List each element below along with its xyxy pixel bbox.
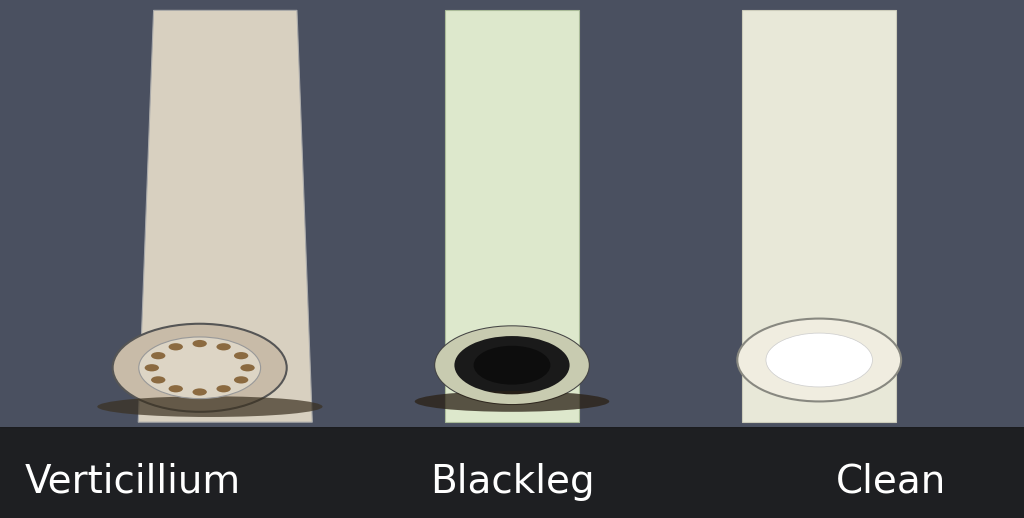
Text: Verticillium: Verticillium (25, 463, 242, 501)
Circle shape (216, 343, 230, 351)
Ellipse shape (415, 391, 609, 412)
Circle shape (193, 340, 207, 347)
Text: Blackleg: Blackleg (430, 463, 594, 501)
Circle shape (139, 337, 260, 399)
Circle shape (144, 364, 159, 371)
Circle shape (169, 343, 183, 351)
Circle shape (113, 324, 287, 412)
Circle shape (766, 333, 872, 387)
Circle shape (473, 346, 551, 384)
Circle shape (233, 376, 248, 383)
Circle shape (435, 326, 589, 404)
Polygon shape (742, 10, 896, 422)
Circle shape (216, 385, 230, 392)
Bar (0, 427, 1024, 518)
Text: Clean: Clean (836, 463, 946, 501)
Circle shape (152, 352, 166, 359)
Wedge shape (435, 326, 589, 404)
Polygon shape (445, 10, 579, 422)
Circle shape (152, 376, 166, 383)
Circle shape (737, 319, 901, 401)
Circle shape (193, 388, 207, 396)
Circle shape (169, 385, 183, 392)
Bar (0, 0, 1024, 427)
Ellipse shape (97, 396, 323, 417)
Circle shape (233, 352, 248, 359)
Circle shape (241, 364, 255, 371)
Polygon shape (138, 10, 312, 422)
